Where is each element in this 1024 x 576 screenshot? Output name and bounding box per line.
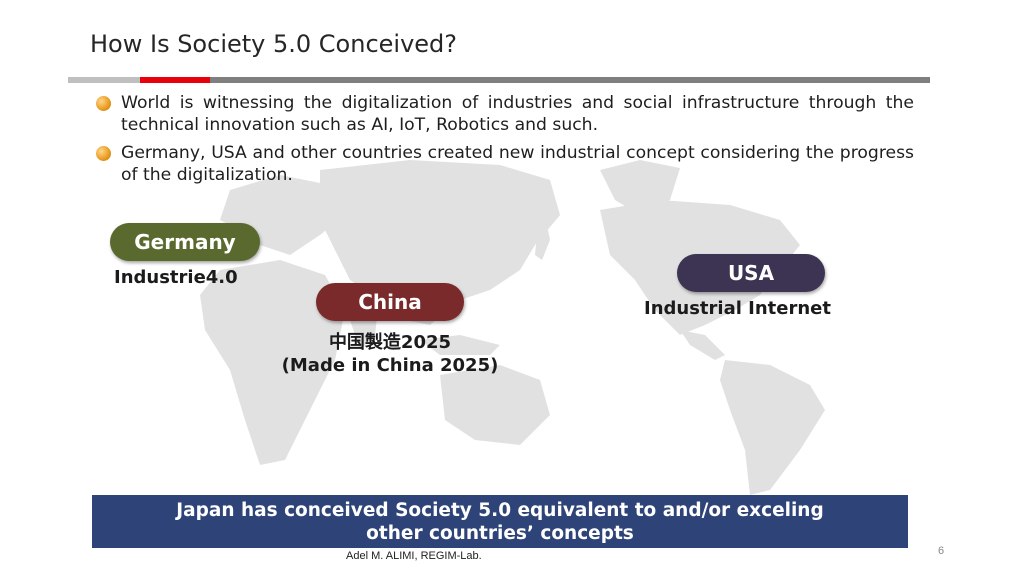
china-badge: China [316, 283, 464, 321]
usa-badge: USA [677, 254, 825, 292]
footer-author: Adel M. ALIMI, REGIM-Lab. [346, 550, 482, 562]
china-concept-label: 中国製造2025 (Made in China 2025) [266, 331, 514, 377]
map-japan [535, 220, 550, 260]
map-central-america [680, 330, 725, 360]
bullet-dot-icon [96, 96, 111, 111]
title-underline-light-segment [68, 77, 140, 83]
slide-title: How Is Society 5.0 Conceived? [90, 30, 458, 58]
world-map-image [200, 160, 825, 495]
bullet-item: World is witnessing the digitalization o… [96, 92, 914, 136]
germany-concept-label: Industrie4.0 [114, 267, 238, 288]
germany-badge: Germany [110, 223, 260, 261]
map-australia [440, 365, 550, 445]
china-concept-english: (Made in China 2025) [281, 355, 499, 376]
map-south-america [720, 360, 825, 495]
china-concept-chinese: 中国製造2025 [328, 332, 452, 353]
bullet-text: World is witnessing the digitalization o… [121, 93, 914, 135]
banner-line-1: Japan has conceived Society 5.0 equivale… [176, 499, 824, 521]
conclusion-banner: Japan has conceived Society 5.0 equivale… [92, 495, 908, 548]
page-number: 6 [938, 545, 945, 557]
title-underline-accent [140, 77, 210, 83]
bullet-item: Germany, USA and other countries created… [96, 142, 914, 186]
map-indonesia [420, 335, 500, 355]
map-africa [200, 260, 345, 465]
bullet-text: Germany, USA and other countries created… [121, 143, 914, 185]
bullet-dot-icon [96, 146, 111, 161]
title-underline [68, 77, 930, 83]
usa-concept-label: Industrial Internet [644, 298, 831, 319]
banner-line-2: other countries’ concepts [366, 522, 634, 544]
bullet-list: World is witnessing the digitalization o… [96, 92, 914, 192]
